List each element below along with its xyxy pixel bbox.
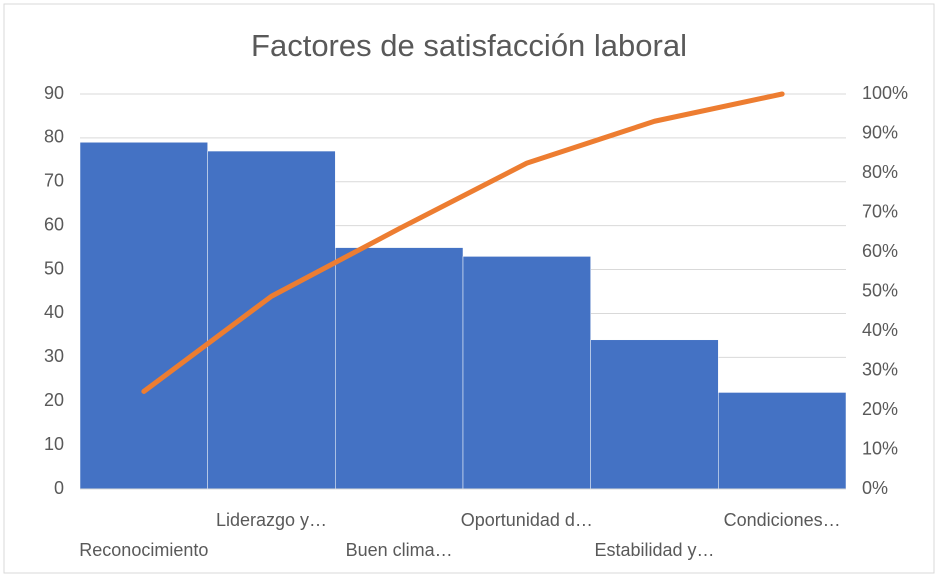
y-tick-label: 90 bbox=[44, 83, 64, 103]
y2-tick-label: 100% bbox=[862, 83, 908, 103]
y2-tick-label: 0% bbox=[862, 478, 888, 498]
y2-tick-label: 20% bbox=[862, 399, 898, 419]
y2-tick-label: 40% bbox=[862, 320, 898, 340]
y2-tick-label: 10% bbox=[862, 438, 898, 458]
y-tick-label: 70 bbox=[44, 171, 64, 191]
y-tick-label: 40 bbox=[44, 302, 64, 322]
y2-tick-label: 70% bbox=[862, 201, 898, 221]
cumulative-line bbox=[141, 91, 785, 394]
y-tick-label: 50 bbox=[44, 258, 64, 278]
y2-tick-label: 60% bbox=[862, 241, 898, 261]
y-tick-label: 10 bbox=[44, 434, 64, 454]
bar bbox=[718, 392, 847, 490]
x-tick-label: Oportunidad d… bbox=[461, 510, 593, 530]
bar bbox=[79, 142, 208, 490]
x-tick-label: Liderazgo y… bbox=[216, 510, 327, 530]
y-tick-label: 0 bbox=[54, 478, 64, 498]
x-tick-label: Buen clima… bbox=[346, 540, 453, 560]
x-tick-label: Reconocimiento bbox=[79, 540, 208, 560]
bar bbox=[207, 150, 336, 490]
y2-tick-label: 80% bbox=[862, 162, 898, 182]
y-tick-label: 80 bbox=[44, 127, 64, 147]
y2-tick-label: 30% bbox=[862, 359, 898, 379]
y2-tick-label: 50% bbox=[862, 280, 898, 300]
y2-tick-label: 90% bbox=[862, 122, 898, 142]
bar bbox=[335, 247, 464, 490]
bar bbox=[462, 256, 591, 490]
y-tick-label: 20 bbox=[44, 390, 64, 410]
y-tick-label: 60 bbox=[44, 214, 64, 234]
x-tick-label: Estabilidad y… bbox=[594, 540, 714, 560]
chart-title: Factores de satisfacción laboral bbox=[251, 28, 687, 63]
x-tick-label: Condiciones… bbox=[724, 510, 841, 530]
y-tick-label: 30 bbox=[44, 346, 64, 366]
bar bbox=[590, 339, 719, 490]
